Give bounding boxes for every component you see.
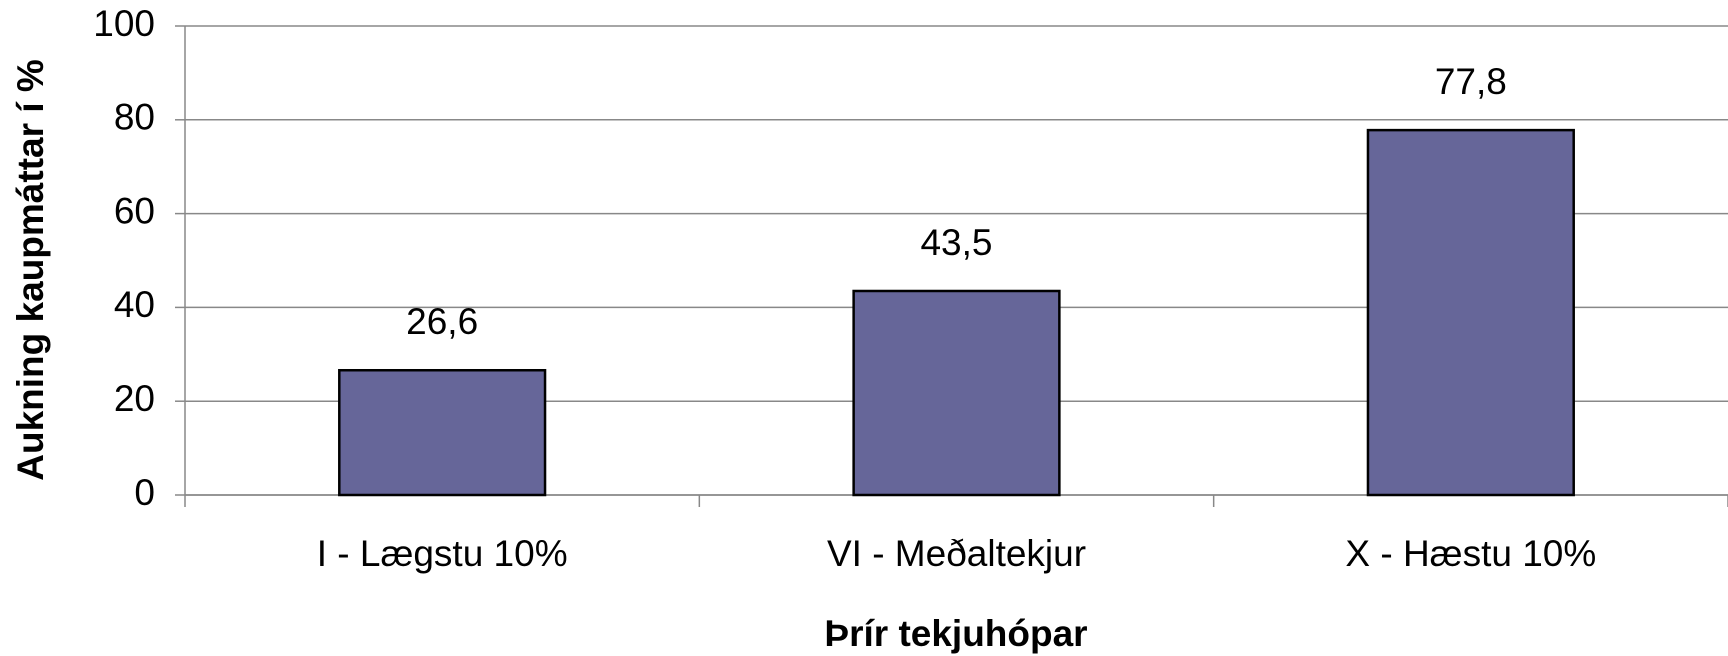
y-tick-label: 80 bbox=[114, 97, 155, 138]
x-tick-label: VI - Meðaltekjur bbox=[827, 533, 1086, 574]
y-tick-label: 20 bbox=[114, 378, 155, 419]
y-tick-label: 0 bbox=[134, 472, 155, 513]
bar bbox=[852, 289, 1061, 497]
y-tick-label: 100 bbox=[93, 3, 155, 44]
x-axis-label: Þrír tekjuhópar bbox=[824, 613, 1087, 654]
y-tick-label: 40 bbox=[114, 284, 155, 325]
x-tick-label: I - Lægstu 10% bbox=[317, 533, 568, 574]
bar bbox=[1366, 128, 1575, 497]
data-label: 77,8 bbox=[1435, 61, 1507, 102]
y-axis-label: Aukning kaupmáttar í % bbox=[10, 59, 51, 480]
bar bbox=[338, 368, 547, 497]
data-label: 26,6 bbox=[406, 301, 478, 342]
x-tick-label: X - Hæstu 10% bbox=[1345, 533, 1596, 574]
y-tick-label: 60 bbox=[114, 190, 155, 231]
data-label: 43,5 bbox=[920, 222, 992, 263]
